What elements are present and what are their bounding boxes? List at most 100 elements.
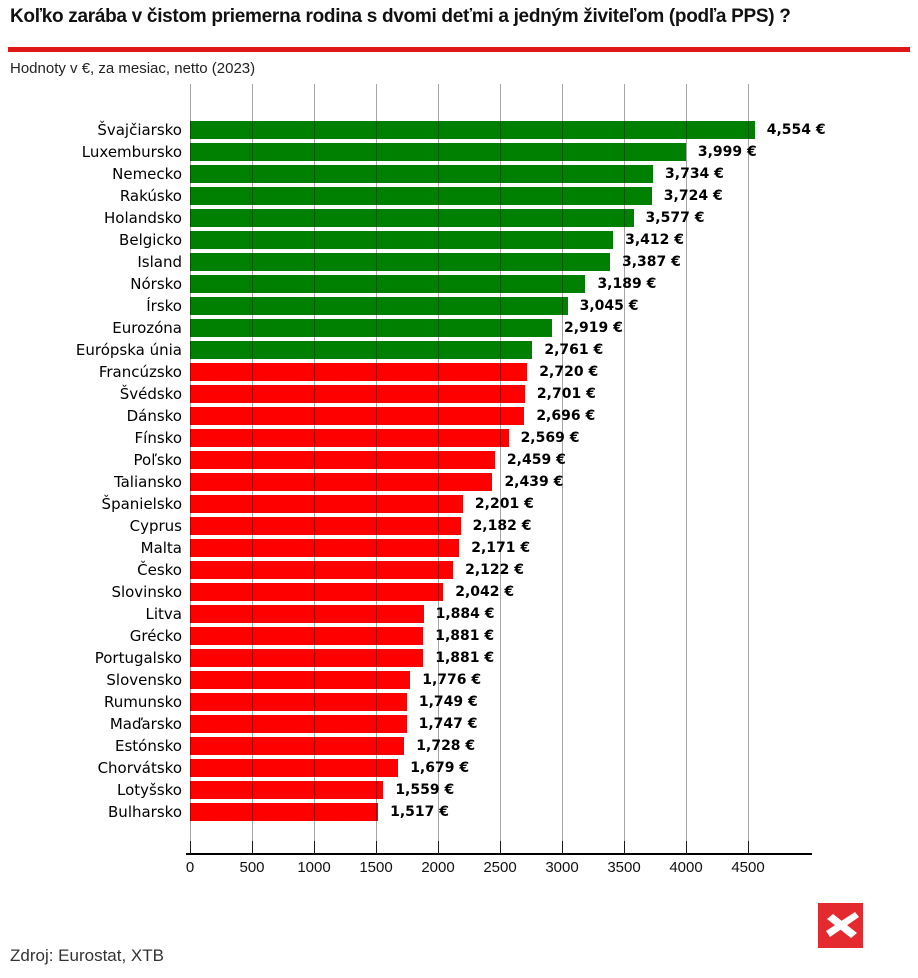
country-label: Portugalsko (94, 649, 182, 667)
bar (190, 451, 495, 469)
bar (190, 473, 493, 491)
value-label: 1,517 € (390, 804, 450, 820)
x-tick-label: 500 (239, 859, 265, 876)
country-label: Európska únia (75, 341, 182, 359)
country-label: Nórsko (130, 275, 182, 293)
bar-row: 1,559 € (190, 779, 812, 801)
bar (190, 583, 444, 601)
bar (190, 759, 399, 777)
country-label: Švajčiarsko (97, 121, 182, 139)
value-label: 3,999 € (697, 144, 757, 160)
gridline (500, 84, 501, 855)
country-label: Malta (140, 539, 182, 557)
country-label: Belgicko (119, 231, 182, 249)
gridline (748, 84, 749, 855)
bar-row: 2,182 € (190, 515, 812, 537)
value-label: 1,884 € (435, 606, 495, 622)
bar (190, 693, 407, 711)
bar-row: 1,881 € (190, 625, 812, 647)
country-label: Fínsko (134, 429, 182, 447)
gridline (562, 84, 563, 855)
country-label: Maďarsko (109, 715, 182, 733)
bar (190, 209, 634, 227)
title-divider (8, 47, 910, 52)
bar (190, 429, 509, 447)
gridline (624, 84, 625, 855)
value-label: 2,042 € (455, 584, 515, 600)
bar (190, 187, 652, 205)
axis-tick (500, 841, 501, 854)
bar-row: 1,884 € (190, 603, 812, 625)
bar-row: 2,201 € (190, 493, 812, 515)
value-label: 2,182 € (472, 518, 532, 534)
bar (190, 539, 460, 557)
gridline (376, 84, 377, 855)
plot-area: 0 500 1000 1500 2000 2500 3000 3500 4000 4500 4,55… (186, 84, 826, 876)
bar (190, 253, 610, 271)
country-label: Grécko (129, 627, 182, 645)
value-label: 3,189 € (597, 276, 657, 292)
country-label: Island (137, 253, 182, 271)
bar (190, 319, 552, 337)
country-label: Litva (145, 605, 182, 623)
bar-row: 1,728 € (190, 735, 812, 757)
bar-row: 2,439 € (190, 471, 812, 493)
value-label: 2,439 € (504, 474, 564, 490)
value-label: 4,554 € (766, 122, 826, 138)
value-label: 1,881 € (435, 628, 495, 644)
x-tick-label: 1000 (297, 859, 331, 876)
x-tick-label: 4000 (669, 859, 703, 876)
bar (190, 231, 614, 249)
bar-row: 3,045 € (190, 295, 812, 317)
bar-row: 1,881 € (190, 647, 812, 669)
chart-subtitle: Hodnoty v €, za mesiac, netto (2023) (10, 60, 256, 77)
value-label: 1,749 € (418, 694, 478, 710)
country-label: Rumunsko (103, 693, 182, 711)
x-tick-label: 3500 (607, 859, 641, 876)
x-tick-label: 2500 (483, 859, 517, 876)
bar-row: 2,569 € (190, 427, 812, 449)
value-label: 3,724 € (663, 188, 723, 204)
bar (190, 781, 384, 799)
x-axis-line (186, 853, 812, 855)
bar-row: 1,776 € (190, 669, 812, 691)
value-label: 2,171 € (471, 540, 531, 556)
value-label: 2,696 € (536, 408, 596, 424)
value-label: 3,412 € (625, 232, 684, 248)
value-label: 2,701 € (536, 386, 596, 402)
xtb-logo (818, 903, 863, 948)
gridline (686, 84, 687, 855)
value-label: 1,728 € (416, 738, 476, 754)
value-label: 3,045 € (579, 298, 639, 314)
axis-tick (748, 841, 749, 854)
bar (190, 517, 461, 535)
axis-tick (190, 841, 191, 854)
xtb-logo-icon (818, 903, 863, 948)
x-tick-label: 0 (185, 859, 195, 876)
bar (190, 495, 463, 513)
axis-tick (376, 841, 377, 854)
bar-row: 3,412 € (190, 229, 812, 251)
country-label: Chorvátsko (97, 759, 182, 777)
gridline (438, 84, 439, 855)
bar-row: 3,189 € (190, 273, 812, 295)
bar (190, 407, 525, 425)
value-label: 3,387 € (621, 254, 681, 270)
axis-tick (624, 841, 625, 854)
bar-row: 2,919 € (190, 317, 812, 339)
value-label: 2,919 € (563, 320, 623, 336)
value-label: 1,559 € (395, 782, 455, 798)
bar (190, 671, 411, 689)
value-label: 2,720 € (539, 364, 599, 380)
gridline (190, 84, 191, 855)
bar-row: 4,554 € (190, 119, 826, 141)
gridline (252, 84, 253, 855)
country-label: Írsko (146, 297, 182, 315)
axis-tick (252, 841, 253, 854)
country-label: Eurozóna (112, 319, 182, 337)
source-text: Zdroj: Eurostat, XTB (10, 946, 164, 965)
value-label: 3,734 € (665, 166, 724, 182)
bar (190, 143, 686, 161)
bar-row: 1,747 € (190, 713, 812, 735)
bar (190, 341, 533, 359)
